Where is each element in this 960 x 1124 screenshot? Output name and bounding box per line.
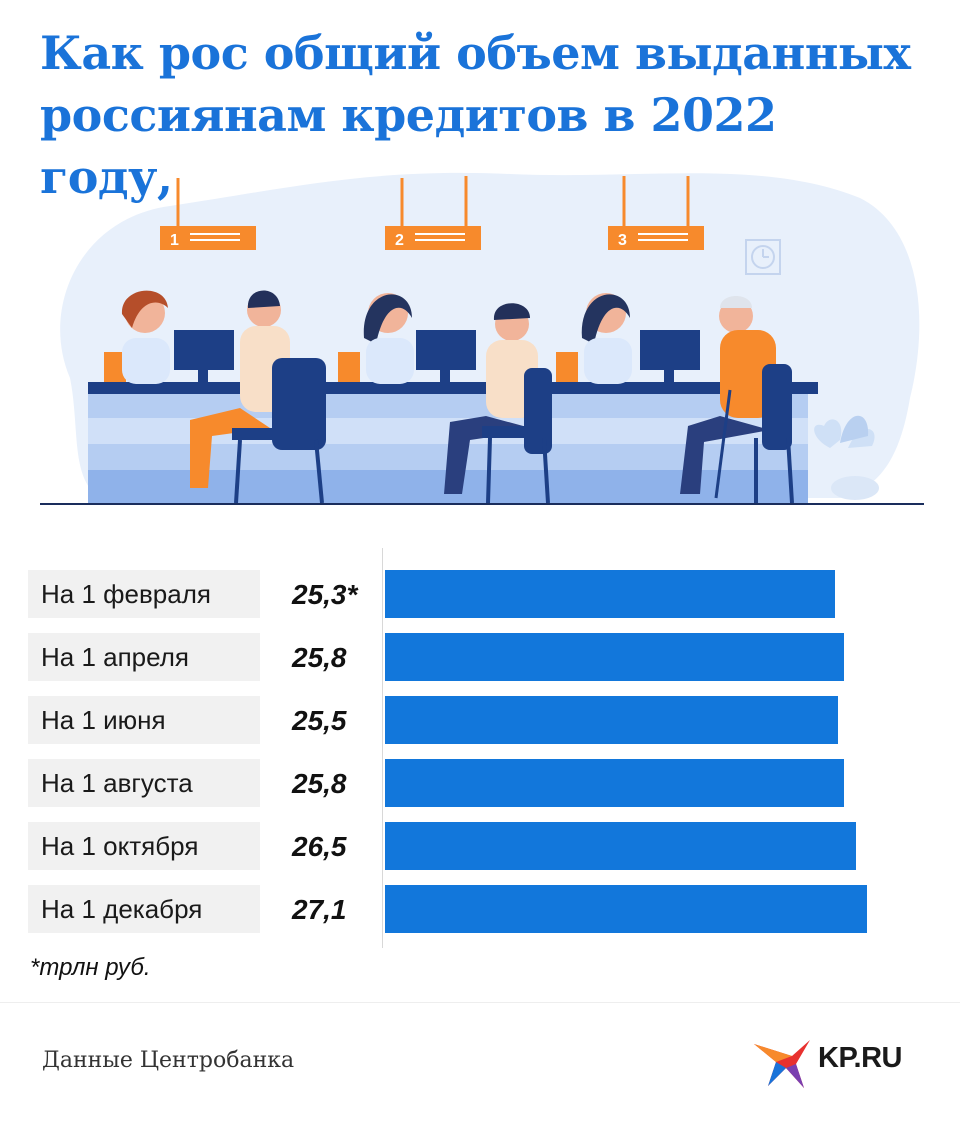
category-label: На 1 августа: [28, 759, 260, 807]
bar: [385, 633, 844, 681]
unit-footnote: *трлн руб.: [30, 954, 151, 981]
bird-logo-icon: [754, 1040, 810, 1088]
clock-icon: [745, 239, 781, 275]
bar: [385, 570, 835, 618]
value-label: 25,3*: [292, 579, 358, 610]
queue-signs: 1 2 3: [160, 176, 704, 250]
kp-logo[interactable]: KP.RU: [752, 1034, 932, 1094]
value-label: 25,8: [292, 768, 347, 799]
value-label: 27,1: [292, 894, 347, 925]
window-number-2: 2: [395, 232, 404, 249]
window-number-3: 3: [618, 232, 627, 249]
plant-icon: [814, 415, 879, 500]
bar: [385, 696, 838, 744]
customer-3: [680, 296, 794, 504]
logo-text: KP.RU: [818, 1042, 903, 1074]
clerks: [121, 290, 632, 384]
source-text: Данные Центробанка: [42, 1048, 295, 1073]
bar: [385, 885, 867, 933]
value-label: 25,5: [292, 705, 347, 736]
bank-counter-illustration: 1 2 3: [40, 172, 924, 505]
customer-1: [190, 290, 326, 504]
bar-chart: На 1 февраля 25,3* На 1 апреля 25,8 На 1 июн…: [0, 548, 960, 948]
page-title: Как рос общий объем выданных россиянам к…: [40, 26, 911, 204]
value-label: 26,5: [292, 831, 347, 862]
category-label: На 1 апреля: [28, 633, 260, 681]
value-label: 25,8: [292, 642, 347, 673]
category-label: На 1 июня: [28, 696, 260, 744]
bar: [385, 822, 856, 870]
bar: [385, 759, 844, 807]
category-label: На 1 октября: [28, 822, 260, 870]
customer-2: [444, 303, 552, 504]
category-label: На 1 февраля: [28, 570, 260, 618]
chart-axis-line: [382, 548, 383, 948]
footer-divider: [0, 1002, 960, 1003]
category-label: На 1 декабря: [28, 885, 260, 933]
window-number-1: 1: [170, 232, 179, 249]
